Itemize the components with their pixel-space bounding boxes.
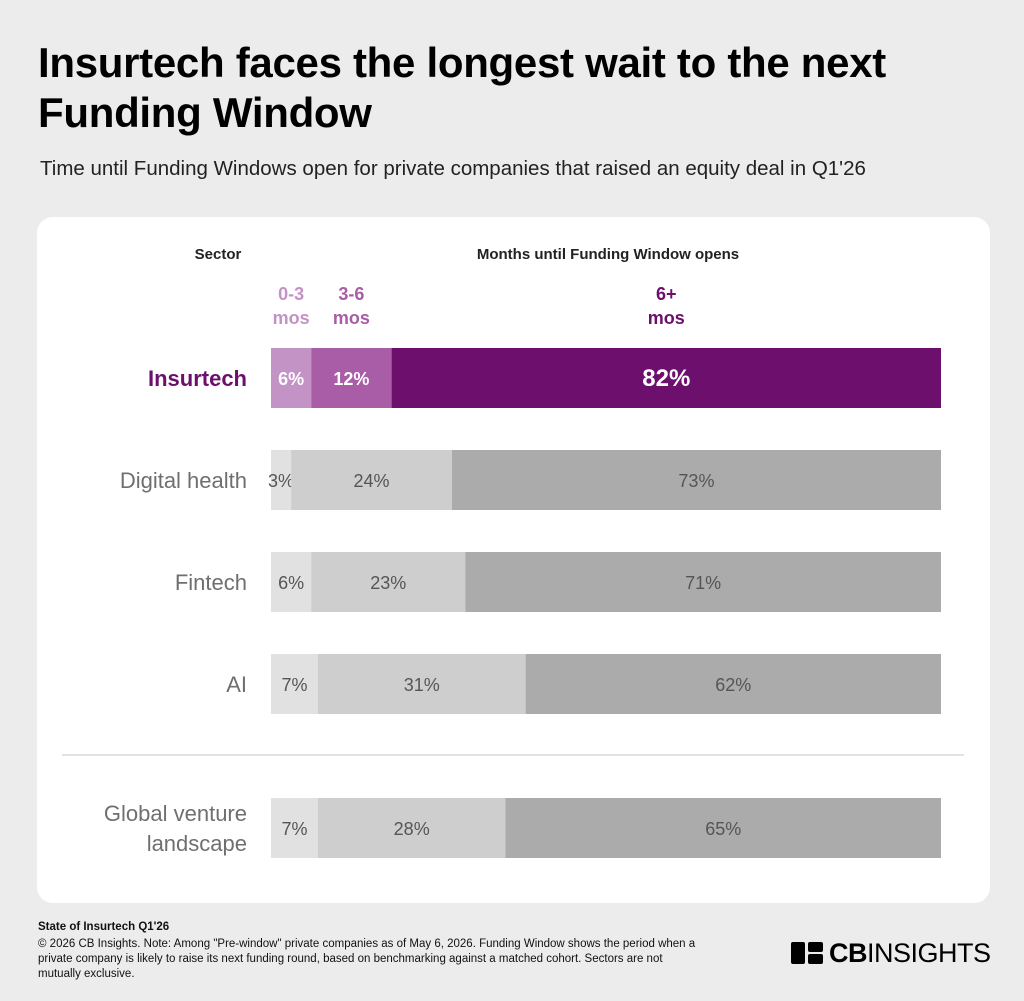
bar-segment-3-2	[311, 552, 466, 612]
bar-segment-1-3	[391, 348, 942, 408]
category-label-4: AI	[226, 672, 247, 697]
value-axis-header: Months until Funding Window opens	[477, 246, 739, 263]
source-title: State of Insurtech Q1'26	[38, 921, 170, 933]
bar-segment-3-1	[271, 552, 312, 612]
data-label-4-2: 31%	[404, 675, 440, 695]
data-label-2-2: 24%	[353, 471, 389, 491]
segment-header-3: 6+ mos	[648, 284, 685, 328]
segment-header-1: 0-3 mos	[273, 284, 310, 328]
sector-header: Sector	[195, 246, 242, 263]
data-label-3-1: 6%	[278, 573, 304, 593]
bar-segment-5-3	[505, 798, 941, 858]
data-label-2-1: 3%	[268, 471, 294, 491]
data-label-5-1: 7%	[281, 819, 307, 839]
bar-segment-3-3	[465, 552, 941, 612]
category-label-3: Fintech	[175, 570, 247, 595]
data-label-5-2: 28%	[394, 819, 430, 839]
data-label-1-3: 82%	[642, 365, 690, 392]
stacked-bar-chart: Sector Months until Funding Window opens 0…	[62, 246, 964, 858]
data-label-3-3: 71%	[685, 573, 721, 593]
bar-segment-4-2	[317, 654, 526, 714]
bar-segment-2-1	[271, 450, 292, 510]
data-label-1-1: 6%	[278, 369, 304, 389]
category-label-1: Insurtech	[148, 366, 247, 391]
category-label-5: Global venture landscape	[104, 801, 247, 856]
data-label-4-1: 7%	[281, 675, 307, 695]
data-label-5-3: 65%	[705, 819, 741, 839]
chart-title: Insurtech faces the longest wait to the …	[38, 39, 886, 136]
segment-header-2: 3-6 mos	[333, 284, 370, 328]
bar-segment-4-3	[525, 654, 941, 714]
logo-wordmark: CBINSIGHTS	[829, 938, 991, 968]
bar-segment-2-2	[291, 450, 452, 510]
data-label-3-2: 23%	[370, 573, 406, 593]
data-label-1-2: 12%	[333, 369, 369, 389]
bar-segment-4-1	[271, 654, 318, 714]
bar-segment-1-2	[311, 348, 392, 408]
chart-subtitle: Time until Funding Windows open for priv…	[40, 157, 866, 180]
footnote: © 2026 CB Insights. Note: Among "Pre-win…	[38, 938, 696, 980]
bar-segment-1-1	[271, 348, 312, 408]
cb-insights-logo-icon	[791, 942, 823, 964]
data-label-4-3: 62%	[715, 675, 751, 695]
bar-segment-2-3	[451, 450, 941, 510]
chart-card: Sector Months until Funding Window opens 0…	[37, 217, 990, 903]
data-label-2-3: 73%	[678, 471, 714, 491]
bar-segment-5-2	[317, 798, 506, 858]
category-label-2: Digital health	[120, 468, 247, 493]
cb-insights-logo: CBINSIGHTS	[791, 938, 991, 968]
bar-segment-5-1	[271, 798, 318, 858]
